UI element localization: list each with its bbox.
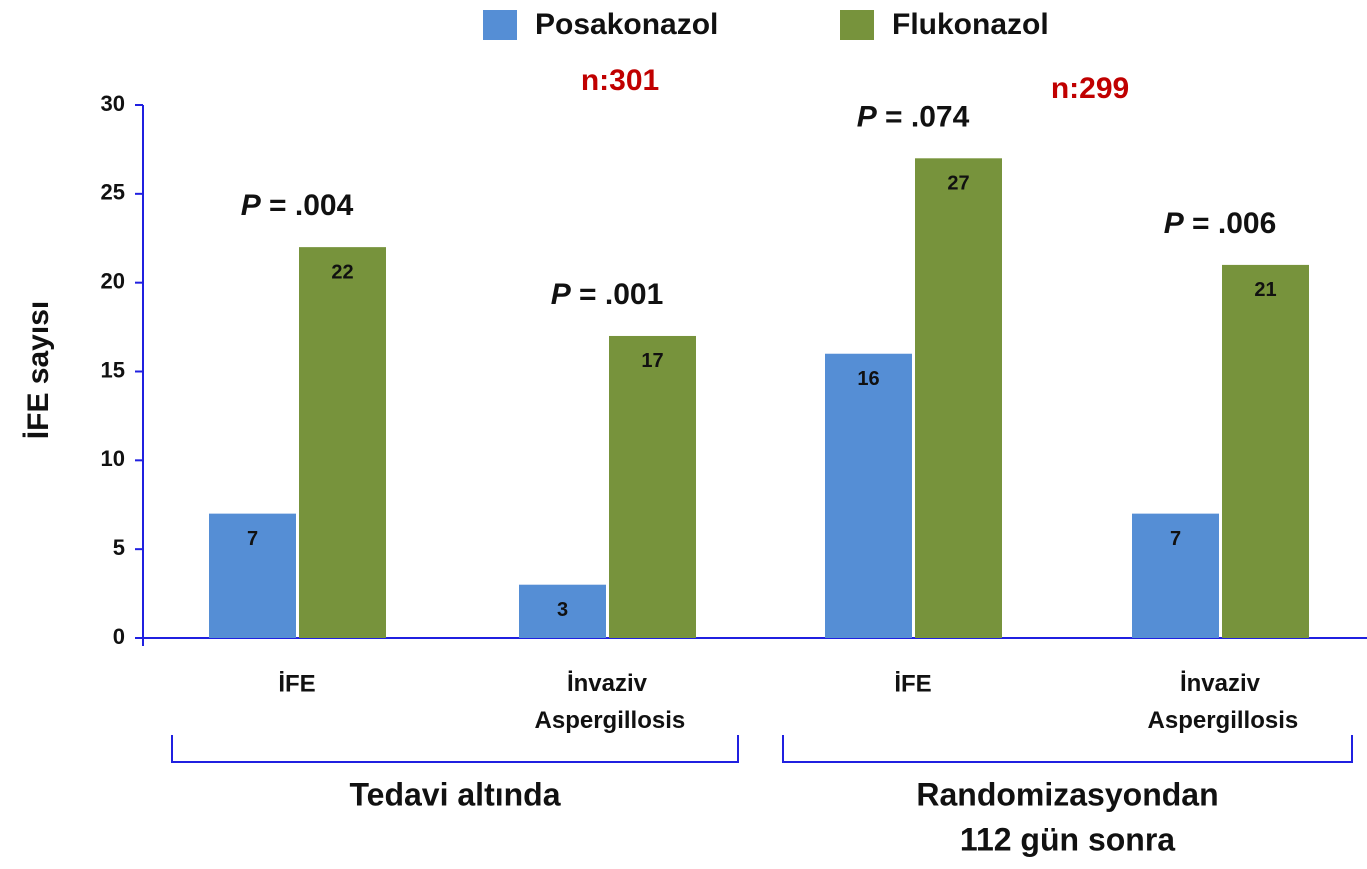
legend-swatch <box>840 10 874 40</box>
bar <box>209 513 296 638</box>
group-bracket <box>171 735 739 763</box>
bar <box>915 158 1002 639</box>
y-axis-label: İFE sayısı <box>22 301 55 439</box>
x-tick-label: İnvaziv Aspergillosis <box>1142 670 1299 734</box>
y-tick-label: 5 <box>113 535 125 560</box>
group-label: 112 gün sonra <box>960 821 1175 857</box>
data-label: 16 <box>857 368 879 390</box>
p-value: P = .006 <box>1164 207 1277 240</box>
p-value: P = .004 <box>241 189 354 222</box>
p-rest: = .001 <box>571 278 664 311</box>
x-tick-line: İnvaziv <box>1180 670 1261 697</box>
group-bracket <box>782 735 1353 763</box>
p-letter: P <box>241 189 262 222</box>
p-rest: = .074 <box>877 100 970 133</box>
data-label: 7 <box>247 528 258 550</box>
data-label: 17 <box>641 350 663 372</box>
p-rest: = .006 <box>1184 207 1277 240</box>
p-letter: P <box>1164 207 1185 240</box>
x-tick-line: Aspergillosis <box>529 707 686 734</box>
bar <box>519 584 606 638</box>
legend-swatch <box>483 10 517 40</box>
bar <box>1222 264 1309 638</box>
bar <box>1132 513 1219 638</box>
legend-label: Posakonazol <box>535 8 718 41</box>
y-tick-label: 15 <box>101 357 125 382</box>
group-note: n:301 <box>581 64 659 97</box>
y-tick-label: 10 <box>101 446 125 471</box>
data-label: 22 <box>331 261 353 283</box>
y-tick-label: 30 <box>101 91 125 116</box>
data-label: 7 <box>1170 528 1181 550</box>
x-tick-line: İnvaziv <box>567 670 648 697</box>
group-label: Tedavi altında <box>349 776 560 812</box>
group-label: Randomizasyondan <box>916 776 1218 812</box>
p-letter: P <box>551 278 572 311</box>
legend-label: Flukonazol <box>892 8 1049 41</box>
y-tick-label: 20 <box>101 268 125 293</box>
p-value: P = .001 <box>551 278 664 311</box>
data-label: 21 <box>1254 279 1276 301</box>
bar <box>299 247 386 638</box>
x-tick-label: İnvaziv Aspergillosis <box>529 670 686 734</box>
group-note: n:299 <box>1051 72 1129 105</box>
p-value: P = .074 <box>857 100 970 133</box>
bar <box>609 335 696 638</box>
bar <box>825 353 912 638</box>
y-tick-label: 0 <box>113 624 125 649</box>
data-label: 3 <box>557 599 568 621</box>
x-tick-line: Aspergillosis <box>1142 707 1299 734</box>
x-tick-label: İFE <box>894 670 931 697</box>
y-tick-label: 25 <box>101 180 125 205</box>
data-label: 27 <box>947 173 969 195</box>
p-letter: P <box>857 100 878 133</box>
x-tick-label: İFE <box>278 670 315 697</box>
p-rest: = .004 <box>261 189 354 222</box>
